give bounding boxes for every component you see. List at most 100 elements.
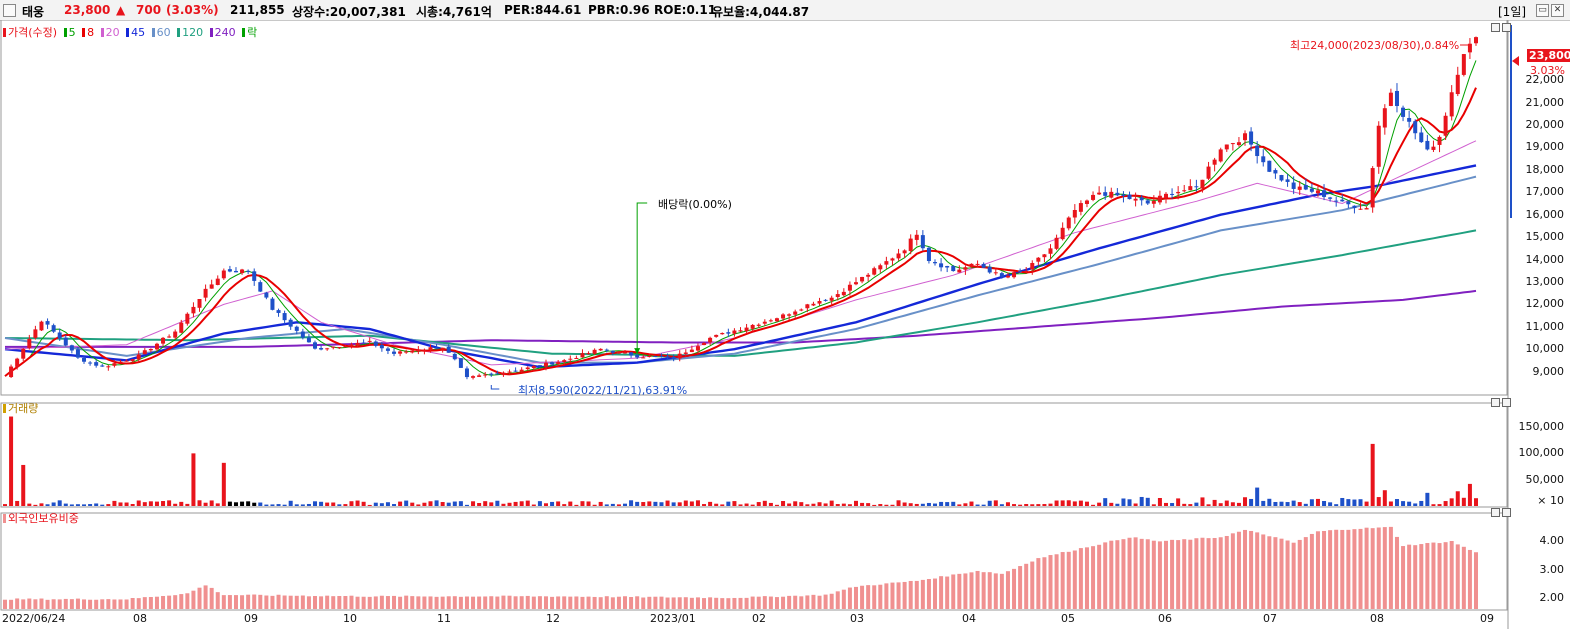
- candle: [300, 331, 305, 338]
- volume-bar: [489, 502, 494, 506]
- stock-chart[interactable]: [0, 20, 1570, 629]
- foreign-bar: [1200, 537, 1205, 609]
- price-tick-label: 21,000: [1525, 95, 1565, 109]
- volume-bar: [294, 504, 299, 506]
- candle: [902, 250, 907, 254]
- price-change: 700: [136, 3, 162, 17]
- panel-frame: [0, 20, 1508, 396]
- foreign-bar: [282, 595, 287, 609]
- volume-bar: [890, 504, 895, 506]
- candle: [428, 347, 433, 351]
- foreign-bar: [1206, 538, 1211, 609]
- candle: [130, 359, 135, 362]
- legend-ma120[interactable]: 120: [177, 26, 203, 39]
- volume-bar: [1279, 501, 1284, 506]
- legend-price[interactable]: 가격(수정): [3, 24, 57, 40]
- volume-bar: [1303, 503, 1308, 506]
- volume-panel-label: 거래량: [3, 400, 38, 416]
- price-tick-label: 19,000: [1525, 140, 1565, 154]
- foreign-bar: [21, 599, 26, 609]
- foreign-bar: [1042, 557, 1047, 609]
- volume-bar: [313, 501, 318, 506]
- panel-close-icon[interactable]: [1502, 508, 1511, 517]
- close-icon[interactable]: ✕: [1551, 4, 1564, 17]
- foreign-bar: [1297, 539, 1302, 609]
- volume-bar: [1474, 498, 1478, 506]
- volume-bar: [288, 500, 293, 506]
- panel-toggle-icon[interactable]: [1491, 508, 1500, 517]
- volume-bar: [1407, 501, 1412, 506]
- candle: [926, 247, 931, 262]
- foreign-bar: [1018, 566, 1023, 609]
- date-tick-label: 07: [1263, 612, 1277, 625]
- date-tick-label: 05: [1061, 612, 1075, 625]
- foreign-bar: [750, 596, 755, 609]
- foreign-bar: [702, 598, 707, 609]
- foreign-bar: [550, 596, 555, 609]
- checkbox-icon[interactable]: [3, 4, 16, 17]
- candle: [167, 336, 172, 338]
- date-tick-label: 12: [546, 612, 560, 625]
- volume-bar: [75, 504, 80, 506]
- legend-ma240[interactable]: 240: [209, 26, 236, 39]
- period-selector[interactable]: [1일]: [1498, 5, 1527, 19]
- panel-close-icon[interactable]: [1502, 23, 1511, 32]
- candle: [1200, 179, 1205, 189]
- volume-bar: [1078, 500, 1083, 506]
- panel-close-icon[interactable]: [1502, 398, 1511, 407]
- foreign-bar: [1364, 527, 1369, 609]
- panel-toggle-icon[interactable]: [1491, 23, 1500, 32]
- legend-ma45[interactable]: 45: [126, 26, 145, 39]
- legend-ma5[interactable]: 5: [63, 26, 76, 39]
- candle: [878, 265, 883, 270]
- foreign-bar: [939, 576, 944, 609]
- candle: [203, 288, 208, 298]
- pbr-value: PBR:0.96: [588, 3, 650, 17]
- ma45-line: [4, 164, 1477, 369]
- legend-ma60[interactable]: 60: [151, 26, 171, 39]
- foreign-bar: [914, 580, 919, 609]
- volume-bar: [1364, 501, 1369, 506]
- volume-bar: [1467, 483, 1472, 506]
- panel-toggle-icon[interactable]: [1491, 398, 1500, 407]
- volume-bar: [1315, 498, 1320, 506]
- volume-bar: [556, 501, 561, 506]
- candle: [762, 321, 767, 324]
- last-price-pointer-icon: [1512, 56, 1519, 66]
- candle: [562, 360, 567, 362]
- candle: [1303, 184, 1308, 190]
- candle: [841, 291, 846, 296]
- candle: [1115, 192, 1120, 196]
- volume-bar: [306, 503, 311, 506]
- foreign-bar: [847, 587, 852, 609]
- volume-bar: [1352, 499, 1357, 506]
- foreign-bar: [738, 597, 743, 609]
- candle: [1243, 133, 1248, 141]
- candle: [951, 266, 956, 272]
- foreign-bar: [677, 597, 682, 609]
- legend-ma8[interactable]: 8: [82, 26, 94, 39]
- candle: [884, 261, 889, 265]
- market-cap: 시총:4,761억: [416, 5, 492, 19]
- candle: [464, 368, 469, 378]
- foreign-bar: [896, 582, 901, 609]
- foreign-bar: [27, 598, 32, 609]
- price-tick-label: 17,000: [1525, 185, 1565, 199]
- volume-bar: [422, 502, 427, 506]
- candle: [154, 343, 159, 350]
- foreign-bar: [513, 596, 518, 609]
- volume-bar: [1382, 490, 1387, 506]
- legend-drop[interactable]: 락: [242, 24, 257, 40]
- volume-bar: [434, 500, 439, 506]
- candle: [768, 320, 773, 322]
- volume-bar: [404, 500, 409, 506]
- legend-ma20[interactable]: 20: [100, 26, 120, 39]
- volume-bar: [1449, 498, 1454, 506]
- foreign-bar: [604, 596, 609, 609]
- volume-bar: [1224, 500, 1229, 506]
- candle: [416, 349, 421, 352]
- volume-bar: [471, 501, 476, 506]
- minimize-icon[interactable]: ▭: [1536, 4, 1549, 17]
- volume-bar: [1212, 499, 1217, 506]
- foreign-bar: [671, 597, 676, 609]
